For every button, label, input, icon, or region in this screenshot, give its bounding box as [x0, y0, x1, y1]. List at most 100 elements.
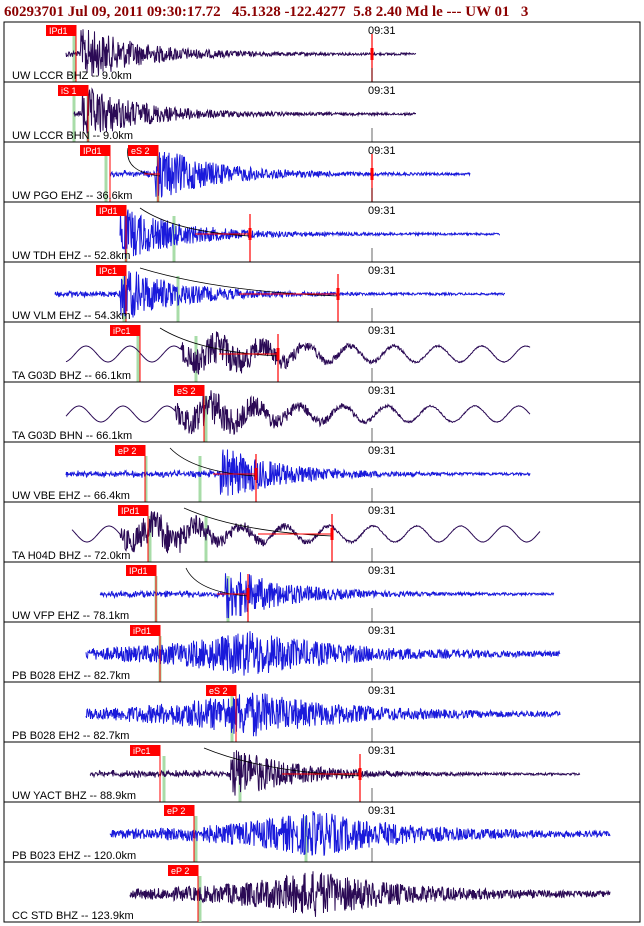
- pick-label-secondary: eS 2: [131, 146, 150, 156]
- waveform-trace: [109, 150, 471, 198]
- pick-box[interactable]: [206, 685, 236, 696]
- event-network: UW 01: [465, 4, 510, 20]
- time-label: 09:31: [368, 745, 396, 757]
- waveform-trace: [129, 871, 611, 917]
- pick-box[interactable]: [130, 625, 160, 636]
- duration-tick: [254, 468, 258, 480]
- pick-box[interactable]: [130, 745, 160, 756]
- trace-panel: IPd1 09:31 UW TDH EHZ -- 52.8km: [3, 201, 641, 263]
- station-label: PB B028 EH2 -- 82.7km: [12, 730, 129, 742]
- trace-panel: eP 2 CC STD BHZ -- 123.9km: [3, 861, 641, 923]
- trace-panel: IPc1 09:31 UW VLM EHZ -- 54.3km: [3, 261, 641, 323]
- pick-box-secondary[interactable]: [128, 145, 158, 156]
- station-label: PB B023 EHZ -- 120.0km: [12, 850, 136, 862]
- time-label: 09:31: [368, 565, 396, 577]
- trace-panel: iPc1 09:31 UW YACT BHZ -- 88.9km: [3, 741, 641, 803]
- pick-label: eP 2: [167, 806, 185, 816]
- pick-box[interactable]: [115, 445, 145, 456]
- time-label: 09:31: [368, 25, 396, 37]
- station-label: CC STD BHZ -- 123.9km: [12, 910, 134, 922]
- time-label: 09:31: [368, 205, 396, 217]
- event-lon: -122.4277: [284, 4, 346, 20]
- pick-box[interactable]: [164, 805, 194, 816]
- trace-panel: IPd1 09:31 TA H04D BHZ -- 72.0km: [3, 501, 641, 563]
- trace-panel: IPd1 09:31 UW VFP EHZ -- 78.1km: [3, 561, 641, 623]
- pick-label: IPd1: [83, 146, 102, 156]
- waveform-trace: [85, 692, 561, 737]
- waveform-trace: [65, 29, 417, 77]
- pick-box[interactable]: [46, 25, 76, 36]
- travel-time-curve: [185, 567, 249, 597]
- waveform-trace: [65, 449, 531, 496]
- trace-panel: iPc1 09:31 TA G03D BHZ -- 66.1km: [3, 321, 641, 383]
- station-label: UW LCCR BHN -- 9.0km: [12, 130, 133, 142]
- pick-label: iS 1: [61, 86, 77, 96]
- station-label: TA G03D BHZ -- 66.1km: [12, 370, 131, 382]
- pick-label: IPd1: [129, 566, 148, 576]
- page-number: 3: [520, 4, 529, 20]
- station-label: UW LCCR BHZ -- 9.0km: [12, 70, 132, 82]
- waveform-trace: [119, 209, 500, 259]
- station-label: UW VFP EHZ -- 78.1km: [12, 610, 129, 622]
- pick-label: eS 2: [177, 386, 196, 396]
- pick-label: IPd1: [49, 26, 68, 36]
- duration-tick: [358, 768, 362, 780]
- waveform-trace: [73, 87, 416, 134]
- trace-panel: eS 2 09:31 PB B028 EH2 -- 82.7km: [3, 681, 641, 743]
- time-label: 09:31: [368, 145, 396, 157]
- time-label: 09:31: [368, 625, 396, 637]
- time-label: 09:31: [368, 805, 396, 817]
- waveform-trace: [65, 390, 531, 435]
- waveform-trace: [85, 631, 561, 676]
- pick-box[interactable]: [96, 265, 126, 276]
- station-label: TA H04D BHZ -- 72.0km: [12, 550, 130, 562]
- event-mag-type: Md le ---: [405, 4, 462, 20]
- pick-box[interactable]: [58, 85, 88, 96]
- time-label: 09:31: [368, 265, 396, 277]
- pick-box[interactable]: [168, 865, 198, 876]
- station-label: PB B028 EHZ -- 82.7km: [12, 670, 130, 682]
- pick-box[interactable]: [96, 205, 126, 216]
- pick-box[interactable]: [80, 145, 110, 156]
- pick-label: IPc1: [99, 266, 117, 276]
- trace-panel: eS 2 09:31 TA G03D BHN -- 66.1km: [3, 381, 641, 443]
- pick-box[interactable]: [126, 565, 156, 576]
- trace-panel: iPd1 09:31 PB B028 EHZ -- 82.7km: [3, 621, 641, 683]
- trace-panel: eP 2 09:31 PB B023 EHZ -- 120.0km: [3, 801, 641, 863]
- time-label: 09:31: [368, 685, 396, 697]
- duration-tick: [248, 228, 252, 240]
- time-label: 09:31: [368, 505, 396, 517]
- pick-box[interactable]: [110, 325, 140, 336]
- time-label: 09:31: [368, 325, 396, 337]
- duration-tick: [276, 348, 280, 360]
- waveform-trace: [89, 750, 581, 796]
- event-lat: 45.1328: [231, 4, 281, 20]
- waveform-trace: [54, 271, 505, 318]
- duration-tick: [370, 48, 374, 60]
- pick-box[interactable]: [118, 505, 148, 516]
- travel-time-curve: [169, 447, 257, 477]
- pick-label: eP 2: [171, 866, 189, 876]
- travel-time-curve: [159, 327, 279, 357]
- station-label: UW VLM EHZ -- 54.3km: [12, 310, 131, 322]
- event-datetime: Jul 09, 2011 09:30:17.72: [67, 4, 221, 20]
- station-label: UW VBE EHZ -- 66.4km: [12, 490, 130, 502]
- event-header: 60293701 Jul 09, 2011 09:30:17.72 45.132…: [4, 2, 528, 22]
- travel-time-curve: [203, 747, 361, 777]
- time-label: 09:31: [368, 385, 396, 397]
- station-label: UW PGO EHZ -- 36.6km: [12, 190, 132, 202]
- travel-time-curve: [183, 507, 333, 537]
- pick-label: eS 2: [209, 686, 228, 696]
- pick-label: iPc1: [133, 746, 151, 756]
- trace-panel: IPd1 eS 2 09:31 UW PGO EHZ -- 36.6km: [3, 141, 641, 203]
- pick-label: IPd1: [99, 206, 118, 216]
- waveform-trace: [65, 331, 531, 375]
- duration-tick: [336, 288, 340, 300]
- trace-panel: IPd1 09:31 UW LCCR BHZ -- 9.0km: [3, 21, 641, 83]
- travel-time-curve: [139, 267, 339, 297]
- pick-box[interactable]: [174, 385, 204, 396]
- station-label: TA G03D BHN -- 66.1km: [12, 430, 132, 442]
- travel-time-curve: [139, 207, 251, 237]
- panel-border: [3, 861, 641, 923]
